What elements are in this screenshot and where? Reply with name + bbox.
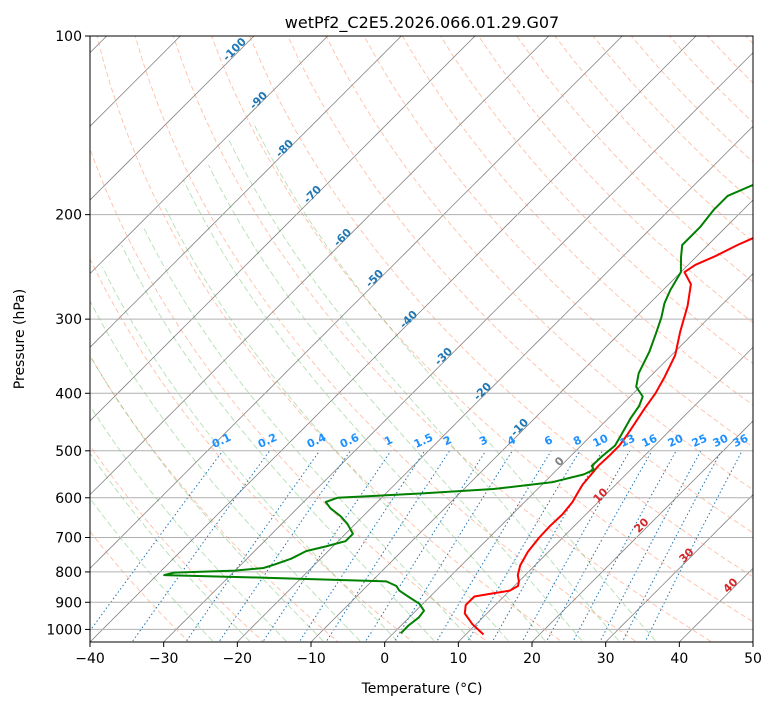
x-tick-label: −30 bbox=[149, 651, 179, 667]
dry-adiabat bbox=[401, 36, 753, 406]
y-tick-label: 800 bbox=[55, 565, 82, 581]
temperature-profile bbox=[463, 237, 753, 636]
y-axis: 100 200 300 400 500 600 700 800 900 1000 bbox=[46, 29, 90, 638]
isotherm bbox=[90, 36, 549, 496]
line-label: 20 bbox=[666, 432, 686, 450]
x-tick-label: −10 bbox=[296, 651, 326, 667]
line-label: 36 bbox=[731, 432, 751, 450]
moist-adiabat bbox=[90, 405, 288, 642]
dry-adiabat bbox=[440, 36, 753, 365]
y-tick-label: 600 bbox=[55, 491, 82, 507]
y-tick-label: 400 bbox=[55, 386, 82, 402]
moist-adiabat bbox=[228, 140, 621, 642]
dry-adiabat bbox=[325, 36, 753, 491]
y-tick-label: 100 bbox=[55, 29, 82, 45]
x-tick-label: 30 bbox=[597, 651, 615, 667]
isotherm bbox=[678, 567, 753, 642]
x-tick-label: 50 bbox=[744, 651, 762, 667]
y-tick-label: 1000 bbox=[46, 622, 82, 638]
x-axis: −40 −30 −20 −10 0 10 20 30 40 50 bbox=[75, 642, 762, 667]
x-tick-label: −40 bbox=[75, 651, 105, 667]
line-label: 13 bbox=[618, 432, 637, 450]
dry-adiabat bbox=[90, 530, 190, 642]
y-tick-label: 900 bbox=[55, 595, 82, 611]
chart-title: wetPf2_C2E5.2026.066.01.29.G07 bbox=[285, 13, 559, 33]
y-tick-label: 700 bbox=[55, 531, 82, 547]
line-label: 30 bbox=[711, 432, 731, 450]
line-label: 25 bbox=[690, 432, 709, 450]
y-tick-label: 300 bbox=[55, 312, 82, 328]
y-axis-label: Pressure (hPa) bbox=[12, 289, 28, 389]
dewpoint-profile bbox=[163, 183, 753, 635]
plot-frame bbox=[89, 35, 754, 643]
x-tick-label: −20 bbox=[223, 651, 253, 667]
x-tick-label: 40 bbox=[670, 651, 688, 667]
moist-adiabat bbox=[142, 227, 473, 642]
line-label: 10 bbox=[591, 432, 611, 450]
dry-adiabat bbox=[172, 36, 713, 642]
moist-adiabat bbox=[252, 122, 658, 642]
moist-adiabat bbox=[90, 497, 215, 642]
moist-adiabat bbox=[101, 266, 399, 642]
isotherm bbox=[90, 36, 476, 422]
moist-adiabat bbox=[90, 300, 362, 642]
x-axis-label: Temperature (°C) bbox=[361, 681, 483, 697]
x-tick-label: 10 bbox=[449, 651, 467, 667]
moist-adiabat bbox=[164, 207, 510, 642]
moist-adiabat bbox=[90, 354, 325, 642]
profile-lines bbox=[163, 183, 753, 636]
moist-adiabat bbox=[121, 244, 436, 642]
y-tick-label: 200 bbox=[55, 208, 82, 224]
x-tick-label: 0 bbox=[380, 651, 389, 667]
x-tick-label: 20 bbox=[523, 651, 541, 667]
isotherm bbox=[90, 36, 402, 348]
y-tick-label: 500 bbox=[55, 444, 82, 460]
line-label: 16 bbox=[640, 432, 660, 450]
